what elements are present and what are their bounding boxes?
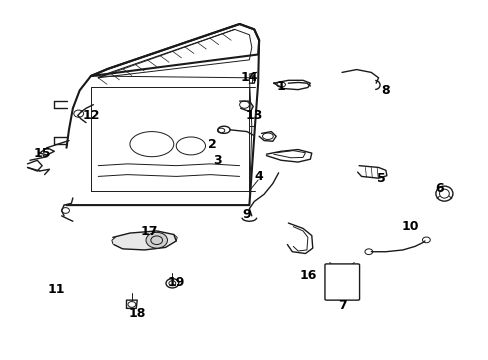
Text: 6: 6 (434, 183, 443, 195)
Text: 15: 15 (33, 147, 51, 159)
Text: 13: 13 (245, 109, 263, 122)
Text: 2: 2 (208, 138, 217, 150)
Text: 11: 11 (48, 283, 65, 296)
Text: 17: 17 (141, 225, 158, 238)
Text: 8: 8 (381, 84, 389, 97)
Text: 14: 14 (240, 71, 258, 84)
Text: 5: 5 (376, 172, 385, 185)
FancyBboxPatch shape (325, 264, 359, 300)
Text: 10: 10 (401, 220, 418, 233)
Text: 7: 7 (337, 299, 346, 312)
Text: 3: 3 (213, 154, 222, 167)
Polygon shape (113, 231, 176, 250)
Text: 12: 12 (82, 109, 100, 122)
Text: 16: 16 (299, 269, 316, 282)
Text: 18: 18 (128, 307, 145, 320)
Circle shape (146, 232, 167, 248)
Text: 1: 1 (276, 80, 285, 93)
Text: 19: 19 (167, 276, 184, 289)
Text: 9: 9 (242, 208, 251, 221)
Text: 4: 4 (254, 170, 263, 183)
